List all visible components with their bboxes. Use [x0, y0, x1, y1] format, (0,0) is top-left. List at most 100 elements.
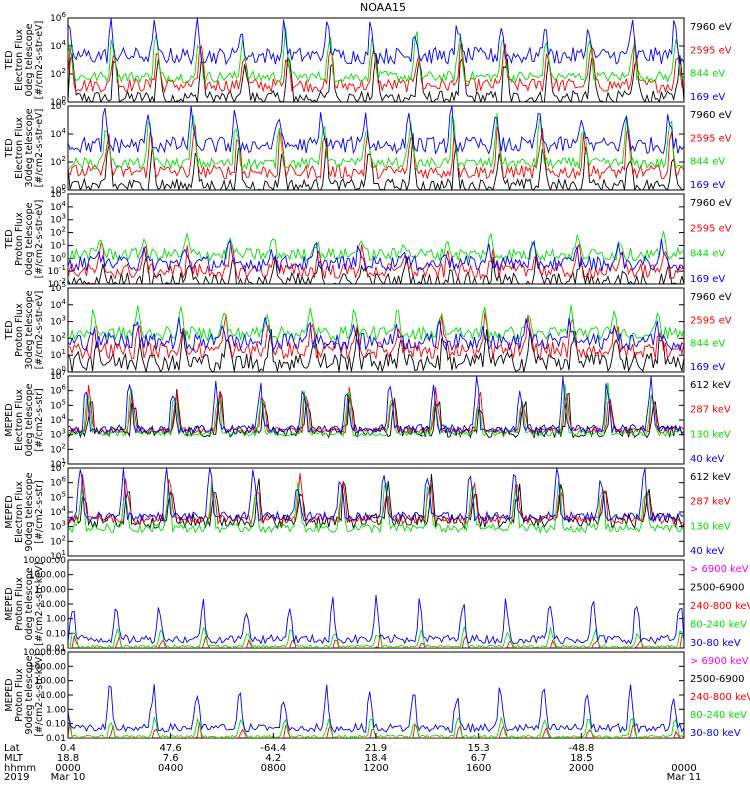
legend-entry: 80-240 keV — [690, 620, 747, 631]
panel-frame — [67, 17, 685, 103]
x-tick-label: 15.3 — [468, 743, 490, 754]
legend-entry: 287 keV — [690, 405, 731, 416]
x-row-label: 2019 — [4, 772, 29, 783]
panel-frame — [67, 375, 685, 465]
y-tick-label: 105 — [50, 187, 66, 200]
series-line — [68, 684, 684, 734]
y-tick-label: 106 — [50, 99, 66, 112]
series-line — [68, 317, 684, 352]
series-traces — [68, 594, 684, 648]
y-tick-label: 104 — [50, 39, 66, 52]
legend-entry: 2595 eV — [690, 315, 732, 326]
legend-entry: 7960 eV — [690, 22, 732, 33]
legend-entry: 40 keV — [690, 454, 724, 465]
y-tick-label: 104 — [50, 298, 66, 311]
legend-entry: 40 keV — [690, 546, 724, 557]
y-axis-label: Electron Flux — [14, 29, 25, 91]
y-axis-label: Proton Flux — [14, 303, 25, 357]
legend-entry: > 6900 keV — [690, 656, 749, 667]
y-axis-label: 30deg telescope — [24, 290, 35, 369]
legend-entry: 240-800 keV — [690, 601, 750, 612]
y-tick-label: 101 — [50, 238, 66, 251]
panel-frame — [67, 193, 685, 285]
legend-entry: 169 eV — [690, 274, 725, 285]
y-tick-label: 100.00 — [35, 585, 67, 595]
panel-frame — [67, 105, 685, 191]
x-tick-label: Mar 11 — [667, 772, 702, 783]
x-tick-label: 0000 — [671, 763, 696, 774]
y-tick-label: 107 — [50, 369, 66, 382]
series-line — [68, 26, 684, 84]
legend-entry: 612 keV — [690, 472, 731, 483]
series-line — [68, 385, 684, 435]
legend-entry: 169 eV — [690, 362, 725, 373]
y-tick-label: 102 — [50, 155, 66, 168]
y-axis-label: TED — [4, 229, 15, 249]
y-axis-label: 30deg telescope — [24, 108, 35, 187]
legend-entry: 169 eV — [690, 180, 725, 191]
y-tick-label: 101 — [50, 348, 66, 361]
y-axis-label: MEPED — [4, 495, 15, 528]
y-tick-label: 103 — [50, 315, 66, 328]
panel-8: 0.01 0.10 1.00 10.00 100.00 1000.00 10000.00 ME… — [4, 648, 750, 744]
series-traces — [68, 304, 684, 372]
legend-entry: 844 eV — [690, 249, 725, 260]
y-tick-label: 10-2 — [48, 277, 66, 290]
y-tick-label: 107 — [50, 461, 66, 474]
y-tick-label: 104 — [50, 200, 66, 213]
x-row-label: MLT — [4, 753, 24, 764]
series-line — [68, 468, 684, 523]
legend-entry: 2500-6900 — [690, 583, 745, 594]
legend-entry: 7960 eV — [690, 110, 732, 121]
legend-entry: 30-80 keV — [690, 728, 741, 739]
y-tick-label: 10-1 — [48, 264, 66, 277]
x-row-label: hhmm — [4, 763, 36, 774]
y-tick-label: 103 — [50, 428, 66, 441]
x-tick-label: 18.5 — [570, 753, 592, 764]
x-tick-label: 1200 — [363, 763, 388, 774]
figure-title: NOAA15 — [360, 1, 406, 14]
y-axis-label: 0deg telescope — [24, 202, 35, 275]
x-tick-label: 0400 — [158, 763, 183, 774]
y-tick-label: 0.10 — [46, 629, 66, 639]
series-line — [68, 231, 684, 263]
legend-entry: 7960 eV — [690, 292, 732, 303]
y-axis-label: Proton Flux — [14, 212, 25, 266]
y-tick-label: 102 — [50, 331, 66, 344]
y-axis-label: Electron Flux — [14, 389, 25, 451]
y-axis-label: TED — [4, 320, 15, 340]
series-line — [68, 304, 684, 342]
y-axis-label: [#/cm2-s-str] — [34, 480, 45, 543]
panel-frame — [67, 287, 685, 373]
legend-entry: 2500-6900 — [690, 674, 745, 685]
legend-entry: 287 keV — [690, 497, 731, 508]
series-line — [68, 633, 684, 648]
legend-entry: 2595 eV — [690, 223, 732, 234]
y-tick-label: 100 — [50, 251, 66, 264]
panel-2: 100 102 104 106 TED Electron Flux 30deg telesc… — [4, 99, 732, 196]
y-tick-label: 105 — [50, 281, 66, 294]
legend-entry: 844 eV — [690, 69, 725, 80]
y-tick-label: 0.10 — [46, 720, 66, 730]
series-line — [68, 376, 684, 435]
y-axis-label: 0deg telescope — [24, 383, 35, 456]
x-tick-label: 18.4 — [365, 753, 387, 764]
series-traces — [68, 106, 684, 190]
x-row-label: Lat — [4, 743, 20, 754]
y-tick-label: 101 — [50, 457, 66, 470]
series-line — [68, 472, 684, 526]
y-axis-label: [#/cm2-s-str-eV] — [34, 21, 45, 100]
y-tick-label: 0.01 — [46, 734, 66, 744]
y-axis-label: 0deg telescope — [24, 23, 35, 96]
y-tick-label: 105 — [50, 490, 66, 503]
y-axis-label: MEPED — [4, 678, 15, 711]
x-tick-label: 0000 — [55, 763, 80, 774]
y-axis-label: [#/cm2-s-str-eV] — [34, 109, 45, 188]
y-tick-label: 10.00 — [40, 691, 66, 701]
series-line — [68, 18, 684, 66]
y-tick-label: 101 — [50, 549, 66, 562]
